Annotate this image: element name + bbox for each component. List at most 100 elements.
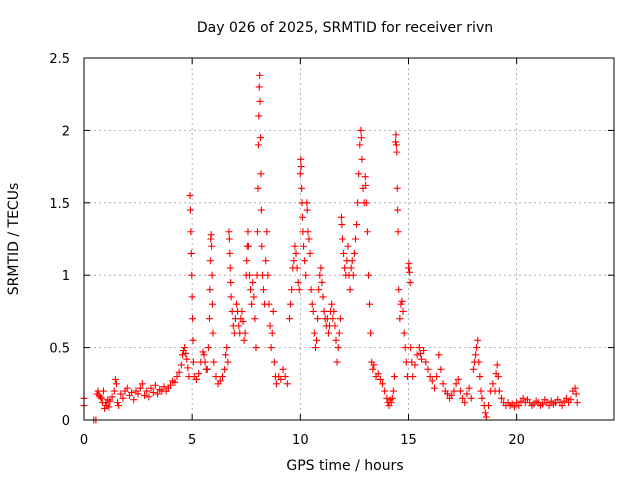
data-point [226, 249, 234, 257]
data-point [114, 399, 122, 407]
data-point [267, 344, 275, 352]
data-point [177, 361, 185, 369]
data-point [297, 163, 305, 171]
data-point [105, 403, 113, 411]
data-point [510, 403, 518, 411]
data-point [340, 249, 348, 257]
data-point [108, 393, 116, 401]
data-point [394, 228, 402, 236]
data-point [417, 355, 425, 363]
data-point [305, 235, 313, 243]
data-point [241, 329, 249, 337]
data-point [315, 286, 323, 294]
data-point [256, 71, 264, 79]
data-point [395, 286, 403, 294]
data-point [258, 242, 266, 250]
data-point [225, 235, 233, 243]
data-point [252, 344, 260, 352]
data-point [204, 344, 212, 352]
data-point [134, 390, 142, 398]
y-tick-label: 0 [62, 414, 70, 429]
data-point [201, 358, 209, 366]
data-point [573, 399, 581, 407]
data-point [188, 293, 196, 301]
y-tick-label: 2.5 [49, 52, 70, 67]
data-point [428, 377, 436, 385]
data-point [379, 380, 387, 388]
data-point [489, 380, 497, 388]
data-point [262, 257, 270, 265]
data-point [310, 329, 318, 337]
data-point [295, 286, 303, 294]
y-axis-label: SRMTID / TECUs [6, 183, 22, 296]
data-point [336, 315, 344, 323]
data-point [253, 228, 261, 236]
data-point [397, 300, 405, 308]
data-point [338, 221, 346, 229]
data-point [300, 242, 308, 250]
data-point [189, 336, 197, 344]
data-point [493, 361, 501, 369]
x-tick-label: 15 [400, 433, 417, 448]
data-point [363, 228, 371, 236]
data-point [408, 358, 416, 366]
data-point [387, 399, 395, 407]
data-point [433, 373, 441, 381]
plot-frame [83, 57, 615, 421]
data-point [245, 271, 253, 279]
data-point [409, 373, 417, 381]
data-point [495, 387, 503, 395]
data-point [394, 206, 402, 214]
x-tick-label: 10 [292, 433, 309, 448]
data-point [482, 413, 490, 421]
data-point [320, 307, 328, 315]
data-point [141, 391, 149, 399]
data-point [399, 307, 407, 315]
data-point [226, 264, 234, 272]
data-point [415, 344, 423, 352]
data-point [279, 365, 287, 373]
data-point [283, 380, 291, 388]
data-point [426, 373, 434, 381]
data-point [257, 134, 265, 142]
data-point [192, 375, 200, 383]
data-point [348, 257, 356, 265]
data-point [393, 184, 401, 192]
data-point [130, 396, 138, 404]
x-tick-label: 20 [508, 433, 525, 448]
data-point [296, 170, 304, 178]
data-point [188, 271, 196, 279]
chart-title: Day 026 of 2025, SRMTID for receiver riv… [197, 20, 493, 36]
data-point [248, 300, 256, 308]
data-point [307, 286, 315, 294]
data-point [209, 329, 217, 337]
data-point [302, 271, 310, 279]
data-point [413, 351, 421, 359]
data-point [473, 344, 481, 352]
data-point [306, 249, 314, 257]
data-point [362, 199, 370, 207]
data-point [145, 393, 153, 401]
data-point [339, 235, 347, 243]
data-point [222, 351, 230, 359]
y-tick-label: 1 [62, 269, 70, 284]
data-point [303, 206, 311, 214]
data-point [256, 97, 264, 105]
data-point [452, 380, 460, 388]
data-point [346, 286, 354, 294]
data-point [341, 264, 349, 272]
data-point [334, 344, 342, 352]
data-points [80, 71, 581, 424]
data-point [206, 257, 214, 265]
data-point [389, 387, 397, 395]
data-point [298, 184, 306, 192]
data-point [424, 365, 432, 373]
data-point [187, 249, 195, 257]
data-point [186, 206, 194, 214]
data-point [97, 394, 105, 402]
data-point [136, 384, 144, 392]
data-point [367, 329, 375, 337]
data-point [223, 344, 231, 352]
data-point [254, 141, 262, 149]
